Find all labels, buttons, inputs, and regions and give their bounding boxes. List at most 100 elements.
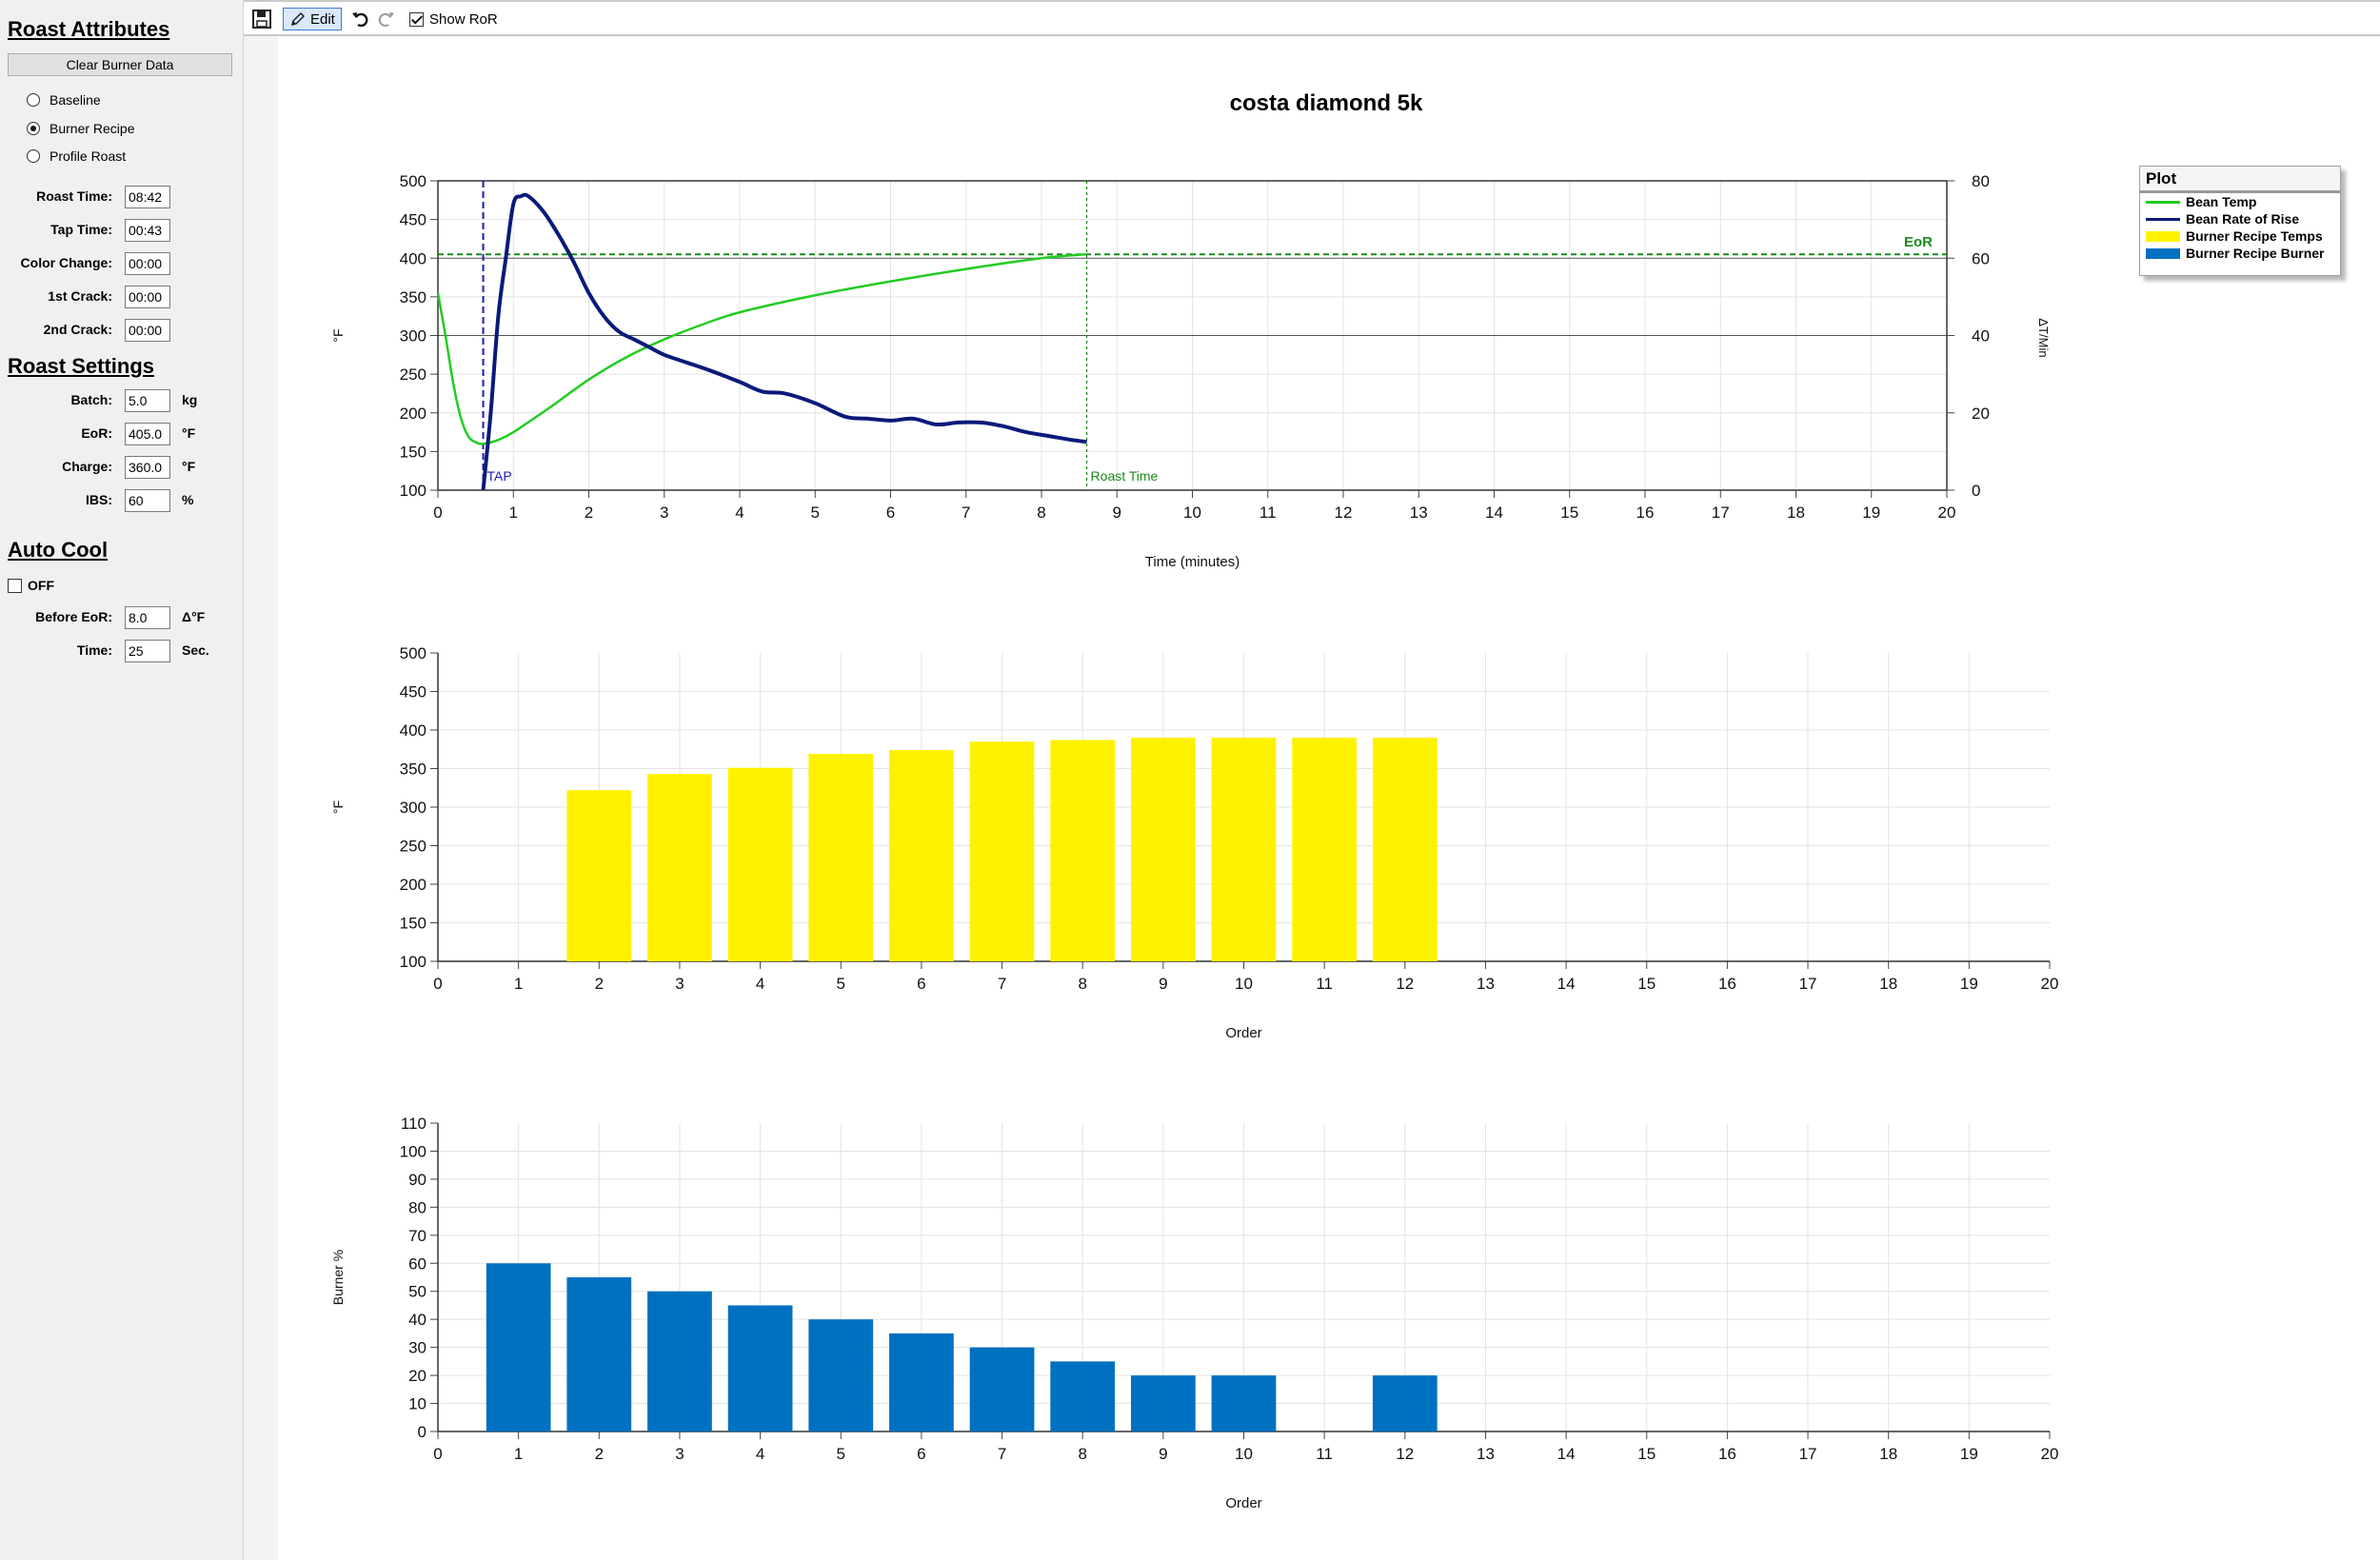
x-tick-label: 4	[756, 1445, 764, 1463]
undo-button[interactable]	[350, 8, 369, 30]
ibs-label: IBS:	[86, 492, 112, 507]
x-tick-label: 14	[1557, 975, 1576, 993]
x-tick-label: 16	[1718, 975, 1736, 993]
tap-time-field[interactable]	[125, 219, 170, 242]
x-tick-label: 19	[1960, 975, 1978, 993]
batch-field[interactable]	[125, 389, 170, 412]
roast-time-reference-label: Roast Time	[1091, 468, 1159, 484]
y-tick-label: 450	[400, 683, 426, 701]
burner-recipe-radio-label: Burner Recipe	[50, 121, 135, 136]
legend-label: Bean Temp	[2186, 194, 2257, 209]
bean-rate-of-rise-line	[481, 192, 1087, 491]
y-tick-label: 400	[400, 721, 426, 740]
ibs-field[interactable]	[125, 489, 170, 512]
y-tick-label: 500	[400, 644, 426, 662]
cool-time-field[interactable]	[125, 640, 170, 662]
legend-item-burner-recipe-burner: Burner Recipe Burner	[2140, 245, 2340, 262]
before-eor-field[interactable]	[125, 606, 170, 629]
y-tick-label: 450	[400, 211, 426, 229]
x-tick-label: 11	[1316, 1445, 1333, 1463]
x-tick-label: 9	[1113, 504, 1121, 522]
x-tick-label: 18	[1787, 504, 1805, 522]
y-tick-label: 60	[408, 1254, 426, 1273]
y-tick-label: 100	[400, 482, 426, 500]
batch-label: Batch:	[70, 392, 112, 407]
show-ror-label: Show RoR	[429, 10, 498, 28]
legend-label: Bean Rate of Rise	[2186, 211, 2300, 227]
x-tick-label: 5	[811, 504, 820, 522]
profile-roast-radio-label: Profile Roast	[50, 148, 127, 164]
save-button[interactable]	[251, 8, 272, 30]
burner-recipe-temp-bar	[969, 741, 1035, 961]
x-tick-label: 15	[1637, 1445, 1656, 1463]
x-tick-label: 18	[1879, 975, 1897, 993]
x-tick-label: 12	[1396, 1445, 1414, 1463]
burner-recipe-burner-bar	[647, 1291, 712, 1432]
y-tick-label: 350	[400, 760, 426, 779]
x-tick-label: 5	[837, 1445, 845, 1463]
roast-side-panel: Roast Attributes Clear Burner Data Basel…	[0, 0, 244, 1560]
x-tick-label: 18	[1879, 1445, 1897, 1463]
legend-title: Plot	[2140, 167, 2340, 193]
x-tick-label: 6	[917, 1445, 925, 1463]
x-tick-label: 6	[917, 975, 925, 993]
x-tick-label: 20	[2041, 975, 2059, 993]
burner-recipe-radio[interactable]: Burner Recipe	[27, 118, 135, 139]
x-tick-label: 2	[585, 504, 593, 522]
clear-burner-data-button[interactable]: Clear Burner Data	[8, 53, 232, 76]
baseline-radio[interactable]: Baseline	[27, 89, 101, 110]
checkbox-icon	[8, 578, 22, 593]
y-tick-label: 250	[400, 838, 426, 856]
color-change-field[interactable]	[125, 252, 170, 275]
show-ror-checkbox[interactable]: Show RoR	[409, 8, 498, 30]
x-tick-label: 14	[1557, 1445, 1576, 1463]
redo-button[interactable]	[377, 8, 396, 30]
baseline-radio-label: Baseline	[50, 92, 101, 108]
second-crack-label: 2nd Crack:	[43, 322, 112, 337]
burner-recipe-temp-bar	[1211, 738, 1277, 961]
legend-item-burner-recipe-temps: Burner Recipe Temps	[2140, 227, 2340, 245]
cool-time-unit: Sec.	[182, 642, 209, 658]
x-tick-label: 20	[2041, 1445, 2059, 1463]
y-tick-label: 350	[400, 288, 426, 306]
first-crack-field[interactable]	[125, 286, 170, 308]
eor-row: EoR: °F	[0, 423, 244, 445]
y-tick-label: 50	[408, 1283, 426, 1301]
y-tick-label: 0	[418, 1423, 426, 1441]
y2-tick-label: 60	[1972, 249, 1990, 267]
x-tick-label: 16	[1636, 504, 1655, 522]
legend-swatch	[2146, 247, 2180, 259]
roast-time-label: Roast Time:	[36, 188, 112, 204]
profile-roast-radio[interactable]: Profile Roast	[27, 146, 126, 167]
charge-label: Charge:	[62, 459, 112, 474]
x-tick-label: 17	[1799, 1445, 1817, 1463]
charge-field[interactable]	[125, 456, 170, 479]
burner-recipe-temp-bar	[566, 790, 632, 961]
x-tick-label: 8	[1078, 1445, 1086, 1463]
plot-legend: Plot Bean Temp Bean Rate of Rise Burner …	[2139, 166, 2341, 276]
y2-tick-label: 20	[1972, 405, 1990, 423]
x-tick-label: 0	[433, 504, 442, 522]
x-tick-label: 8	[1078, 975, 1086, 993]
color-change-row: Color Change:	[0, 252, 244, 275]
auto-cool-toggle[interactable]: OFF	[8, 575, 54, 596]
y-tick-label: 200	[400, 876, 426, 894]
second-crack-field[interactable]	[125, 319, 170, 342]
chart-area-gutter	[244, 36, 278, 1560]
color-change-label: Color Change:	[20, 255, 112, 270]
x-tick-label: 3	[675, 975, 684, 993]
x-tick-label: 16	[1718, 1445, 1736, 1463]
x-axis-label: Order	[1225, 1495, 1261, 1511]
x-tick-label: 3	[675, 1445, 684, 1463]
charge-row: Charge: °F	[0, 456, 244, 479]
roast-time-field[interactable]	[125, 186, 170, 208]
burner-recipe-temp-bar	[889, 750, 954, 961]
bean-temp-line	[436, 252, 1087, 445]
eor-field[interactable]	[125, 423, 170, 445]
roast-settings-title: Roast Settings	[8, 354, 155, 378]
x-axis-label: Time (minutes)	[1145, 554, 1240, 570]
burner-recipe-burner-bar	[969, 1347, 1035, 1432]
burner-recipe-temp-bar	[1130, 738, 1196, 961]
auto-cool-toggle-label: OFF	[28, 578, 54, 593]
edit-button[interactable]: Edit	[283, 8, 342, 30]
